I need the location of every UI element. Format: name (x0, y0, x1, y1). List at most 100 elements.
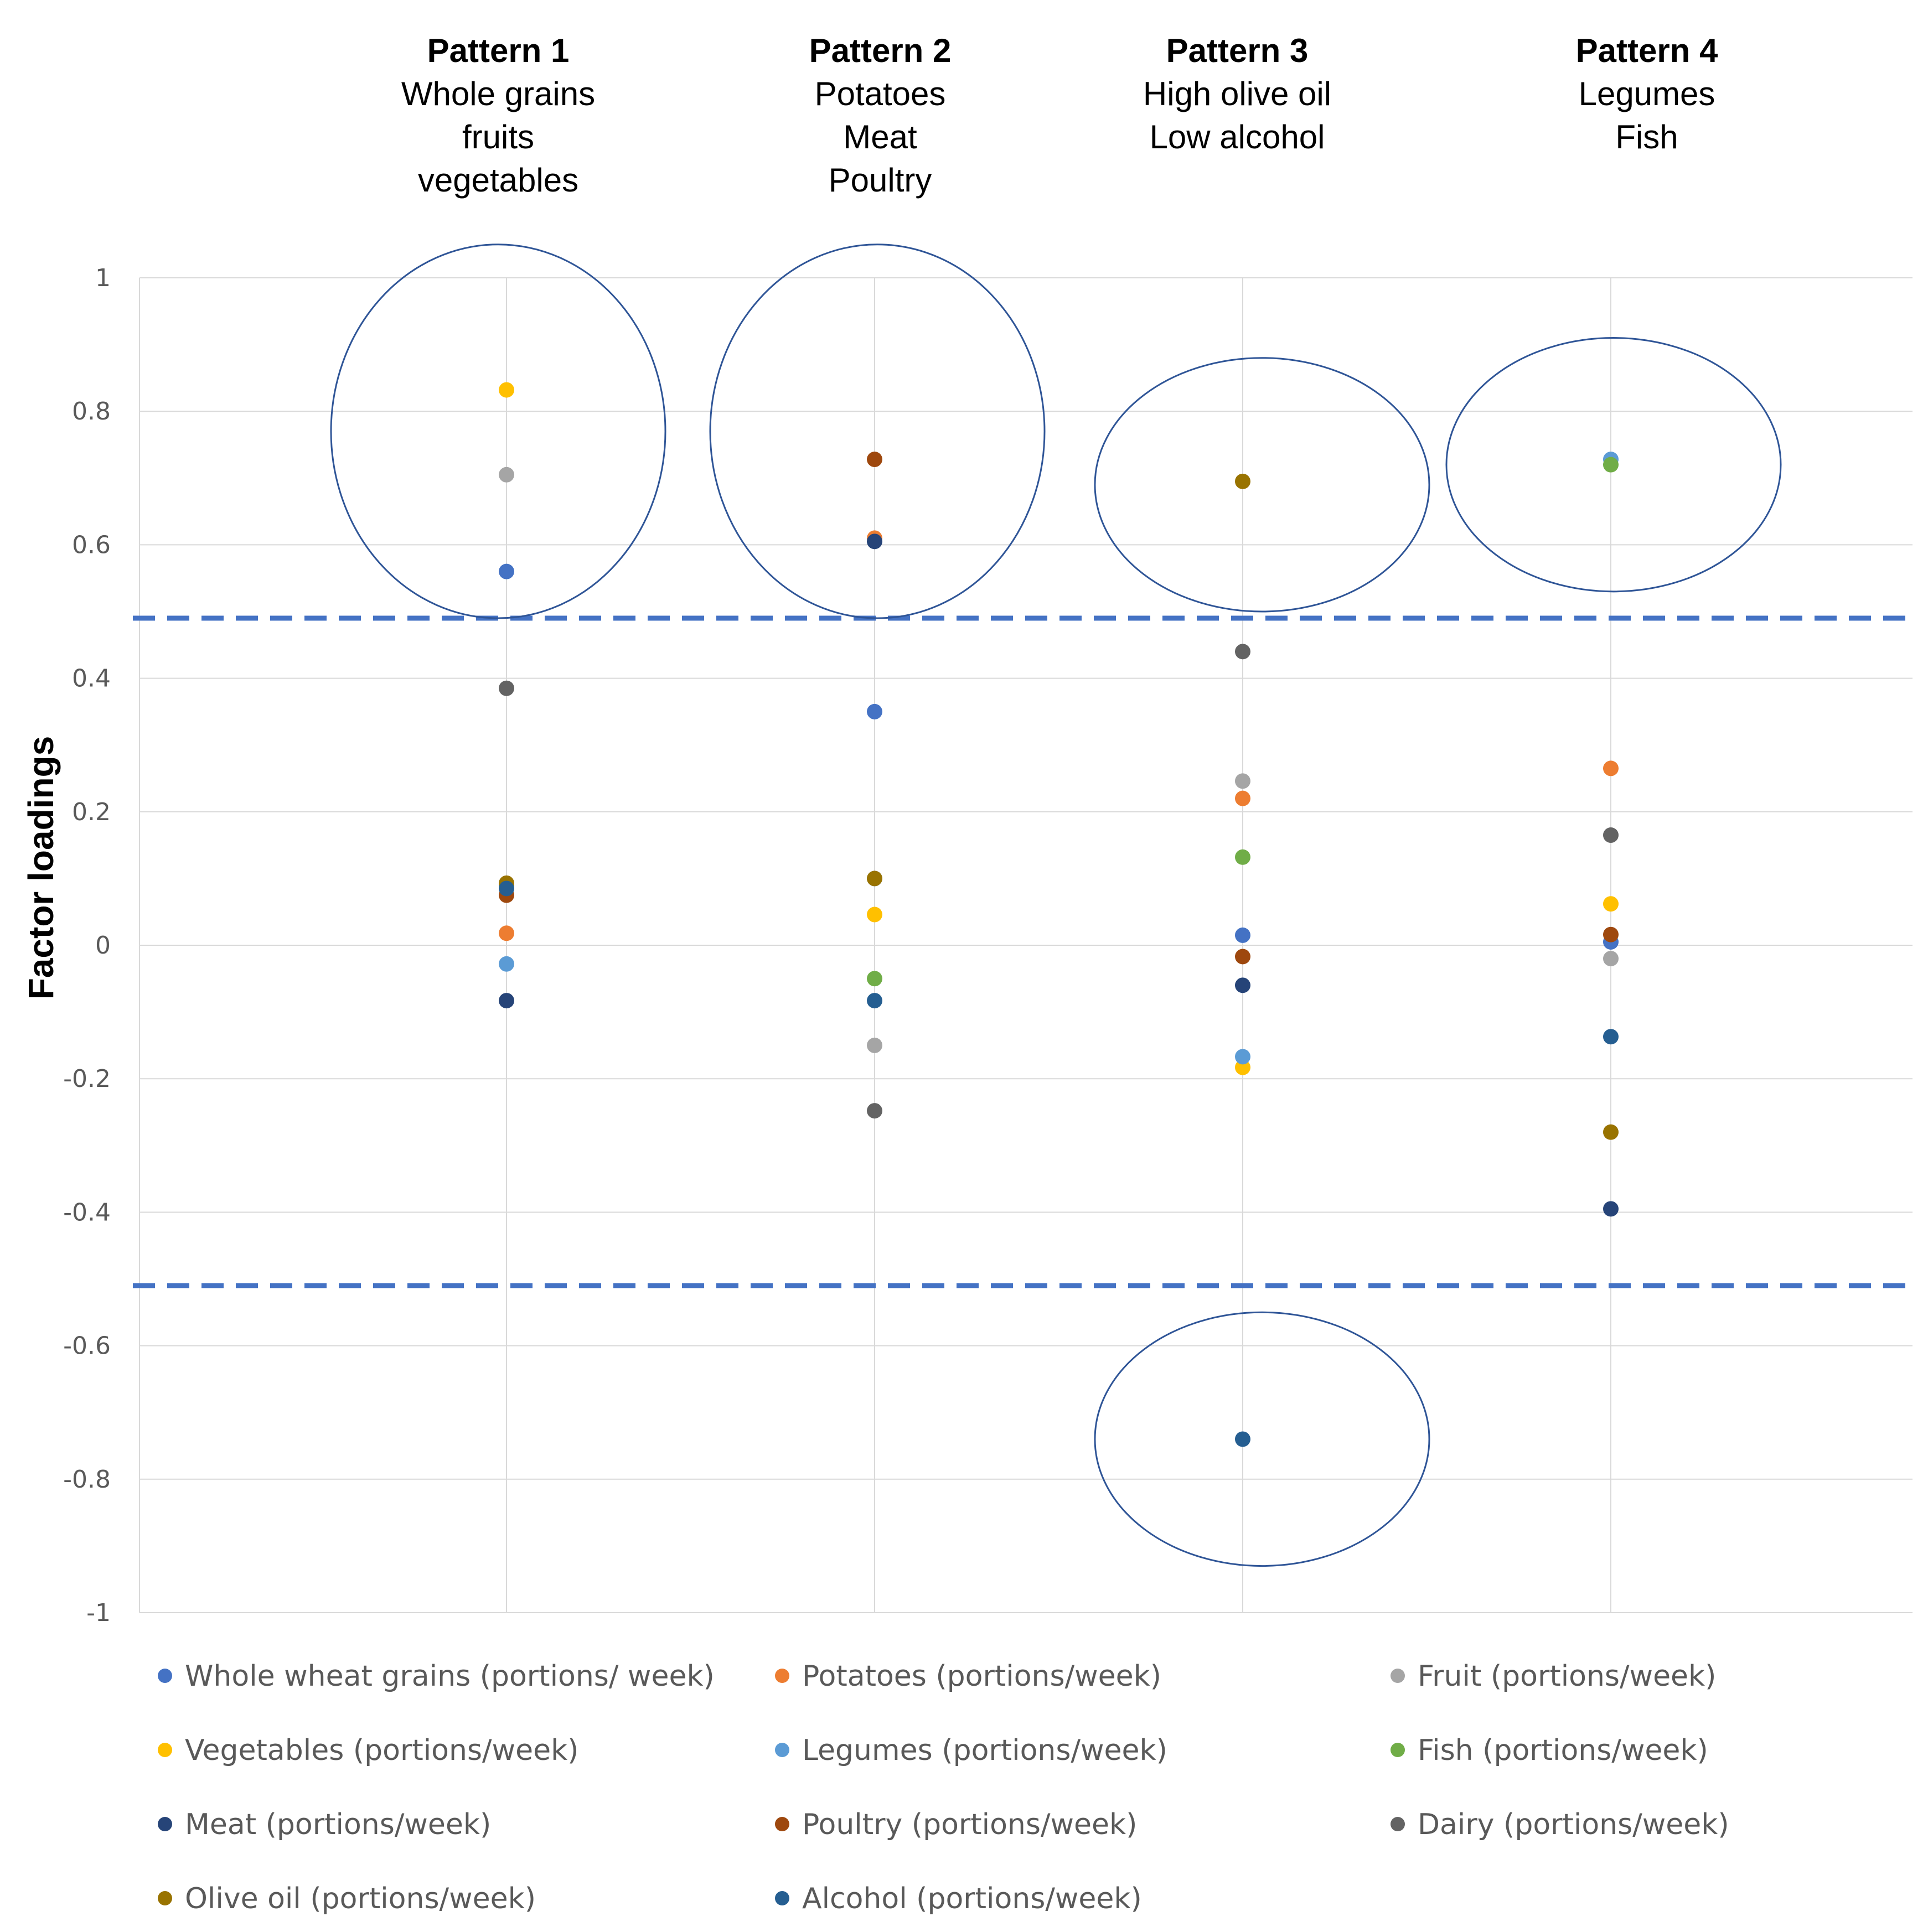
data-point (867, 993, 882, 1009)
legend-item: Meat (portions/week) (158, 1808, 491, 1841)
data-points (499, 382, 1619, 1447)
legend-label: Dairy (portions/week) (1418, 1808, 1729, 1841)
legend-label: Potatoes (portions/week) (802, 1660, 1161, 1693)
pattern-subtitle: Legumes (1579, 75, 1715, 112)
data-point (1235, 644, 1250, 660)
data-point (499, 880, 514, 897)
legend: Whole wheat grains (portions/ week) Potat… (158, 1660, 1729, 1915)
legend-item: Olive oil (portions/week) (158, 1882, 536, 1915)
data-point (867, 871, 882, 887)
pattern-titles: Pattern 1 Whole grains fruits vegetables Pat… (401, 32, 1718, 199)
legend-label: Poultry (portions/week) (802, 1808, 1137, 1841)
y-tick-label: 0.6 (72, 531, 111, 559)
pattern-subtitle: Potatoes (815, 75, 946, 112)
pattern-title: Pattern 4 (1576, 32, 1718, 69)
legend-label: Olive oil (portions/week) (185, 1882, 536, 1915)
y-tick-label: -0.2 (63, 1065, 111, 1093)
highlight-ellipse (709, 244, 1046, 619)
y-tick-label: -0.6 (63, 1332, 111, 1360)
legend-marker (1391, 1743, 1405, 1757)
y-tick-label: 0.2 (72, 798, 111, 826)
data-point (1603, 1201, 1619, 1217)
legend-marker (775, 1891, 789, 1905)
y-tick-label: 0 (95, 931, 111, 960)
grid (139, 277, 1913, 1613)
data-point (1603, 1124, 1619, 1140)
legend-label: Meat (portions/week) (185, 1808, 491, 1841)
y-tick-label: -1 (86, 1599, 111, 1627)
data-point (1235, 1431, 1250, 1447)
legend-marker (1391, 1817, 1405, 1831)
legend-item: Whole wheat grains (portions/ week) (158, 1660, 715, 1693)
legend-item: Fruit (portions/week) (1391, 1660, 1716, 1693)
highlight-ellipse (1094, 357, 1430, 613)
threshold-lines (133, 615, 1913, 1288)
legend-item: Fish (portions/week) (1391, 1734, 1708, 1767)
pattern-subtitle: Poultry (829, 162, 932, 199)
pattern-subtitle: Whole grains (401, 75, 595, 112)
legend-marker (158, 1891, 172, 1905)
highlight-ellipse (330, 244, 666, 619)
legend-item: Alcohol (portions/week) (775, 1882, 1142, 1915)
data-point (1235, 790, 1250, 806)
data-point (1235, 773, 1250, 789)
legend-label: Fish (portions/week) (1418, 1734, 1708, 1767)
y-tick-label: 0.8 (72, 397, 111, 426)
legend-marker (1391, 1669, 1405, 1683)
legend-label: Whole wheat grains (portions/ week) (185, 1660, 715, 1693)
legend-item: Vegetables (portions/week) (158, 1734, 578, 1767)
legend-marker (775, 1669, 789, 1683)
legend-label: Alcohol (portions/week) (802, 1882, 1142, 1915)
data-point (1235, 1049, 1250, 1065)
legend-marker (775, 1817, 789, 1831)
pattern-title: Pattern 3 (1166, 32, 1309, 69)
legend-label: Vegetables (portions/week) (185, 1734, 578, 1767)
legend-item: Poultry (portions/week) (775, 1808, 1137, 1841)
legend-label: Legumes (portions/week) (802, 1734, 1167, 1767)
data-point (1603, 827, 1619, 843)
legend-marker (158, 1817, 172, 1831)
data-point (867, 452, 882, 468)
legend-marker (775, 1743, 789, 1757)
data-point (1235, 1059, 1250, 1075)
data-point (1235, 849, 1250, 865)
legend-item: Legumes (portions/week) (775, 1734, 1167, 1767)
y-tick-label: -0.4 (63, 1198, 111, 1226)
data-point (499, 956, 514, 972)
pattern-subtitle: High olive oil (1143, 75, 1331, 112)
data-point (499, 925, 514, 941)
data-point (499, 680, 514, 696)
data-point (1603, 457, 1619, 473)
highlight-ellipse (1094, 1311, 1430, 1567)
data-point (1235, 473, 1250, 489)
data-point (1235, 927, 1250, 943)
data-point (1603, 896, 1619, 912)
highlight-ellipse (1445, 337, 1782, 593)
data-point (867, 1037, 882, 1053)
pattern-subtitle: vegetables (418, 162, 578, 199)
data-point (867, 1103, 882, 1119)
data-point (867, 907, 882, 923)
y-tick-label: 0.4 (72, 665, 111, 693)
y-tick-label: 1 (95, 264, 111, 292)
data-point (499, 382, 514, 398)
pattern-subtitle: Fish (1615, 118, 1678, 156)
legend-item: Dairy (portions/week) (1391, 1808, 1729, 1841)
legend-marker (158, 1743, 172, 1757)
data-point (1235, 977, 1250, 993)
y-axis-ticks: 1 0.8 0.6 0.4 0.2 0 -0.2 -0.4 -0.6 -0.8 -1 (63, 264, 111, 1627)
data-point (867, 533, 882, 550)
legend-item: Potatoes (portions/week) (775, 1660, 1161, 1693)
data-point (1603, 760, 1619, 776)
data-point (867, 703, 882, 719)
legend-marker (158, 1669, 172, 1683)
data-point (1603, 1029, 1619, 1045)
y-axis-label: Factor loadings (21, 736, 61, 1000)
pattern-title: Pattern 2 (809, 32, 952, 69)
legend-label: Fruit (portions/week) (1418, 1660, 1716, 1693)
data-point (1235, 949, 1250, 965)
data-point (499, 467, 514, 483)
y-tick-label: -0.8 (63, 1465, 111, 1494)
data-point (867, 971, 882, 987)
